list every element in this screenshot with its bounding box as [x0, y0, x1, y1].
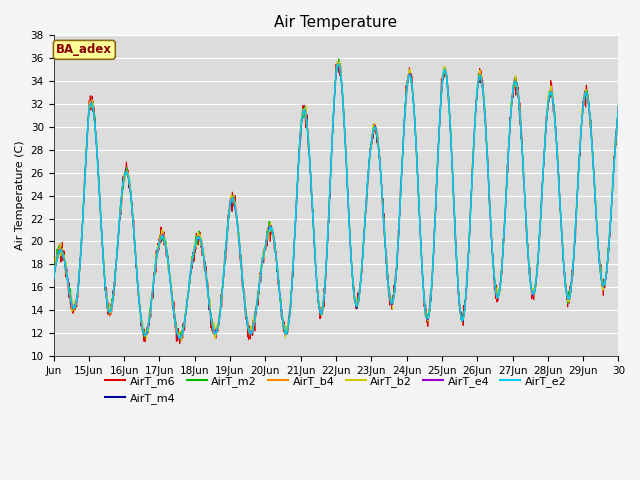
Text: BA_adex: BA_adex — [56, 43, 113, 56]
Legend: AirT_m6, AirT_m4, AirT_m2, AirT_b4, AirT_b2, AirT_e4, AirT_e2: AirT_m6, AirT_m4, AirT_m2, AirT_b4, AirT… — [101, 372, 571, 408]
Title: Air Temperature: Air Temperature — [275, 15, 397, 30]
Y-axis label: Air Temperature (C): Air Temperature (C) — [15, 141, 25, 251]
